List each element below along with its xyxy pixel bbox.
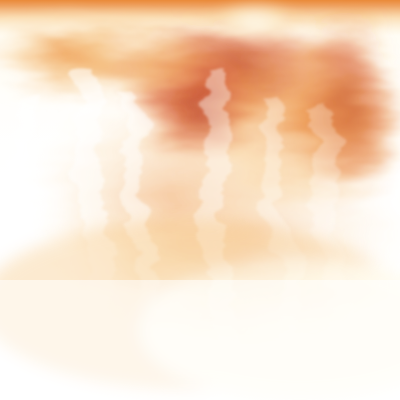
bright-hotspot bbox=[213, 4, 297, 40]
bottom-fade bbox=[0, 280, 400, 400]
